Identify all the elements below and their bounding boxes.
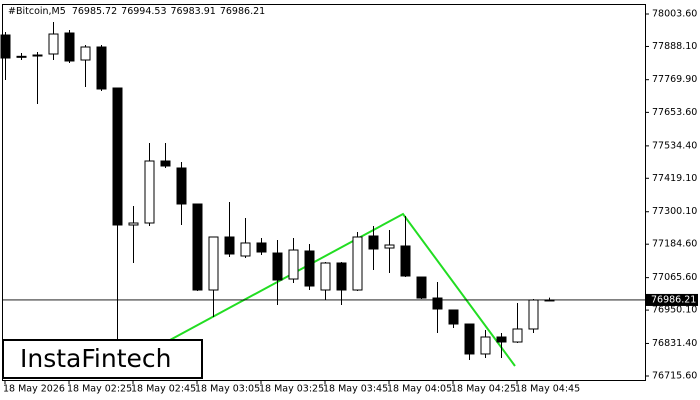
candle-body [368, 235, 379, 250]
candle-body [144, 160, 155, 224]
candle-body [400, 245, 411, 277]
candle-body [256, 242, 267, 253]
candle-body [480, 336, 491, 355]
candle-body [112, 87, 123, 226]
y-tick-label: 77888.10 [652, 41, 697, 52]
candle-body [336, 262, 347, 291]
x-tick-label: 18 May 2026 [3, 384, 65, 395]
candle-body [240, 242, 251, 257]
candle-body [528, 299, 539, 330]
candle-body [416, 276, 427, 299]
candle-body [48, 33, 59, 55]
candle-body [448, 309, 459, 325]
x-tick-label: 18 May 02:45 [131, 384, 196, 395]
y-tick-label: 77534.40 [652, 140, 697, 151]
x-tick-label: 18 May 02:25 [67, 384, 132, 395]
y-tick-label: 76715.60 [652, 371, 697, 382]
price-label: 76986.21 [651, 294, 696, 305]
ohlc-open: 76985.72 [72, 6, 117, 17]
y-tick-label: 77065.60 [652, 272, 697, 283]
candle-body [512, 328, 523, 343]
candle-body [272, 252, 283, 281]
x-tick-label: 18 May 03:05 [195, 384, 260, 395]
pattern-line [169, 212, 516, 367]
candle-body [304, 250, 315, 287]
x-tick-label: 18 May 04:25 [451, 384, 516, 395]
y-tick-label: 77419.10 [652, 173, 697, 184]
candle-body [32, 54, 43, 57]
y-tick-label: 76950.10 [652, 305, 697, 316]
candle-body [16, 55, 27, 58]
x-tick-label: 18 May 04:45 [515, 384, 580, 395]
price-label-box [646, 293, 698, 306]
candle-body [80, 46, 91, 61]
y-tick-label: 76831.40 [652, 338, 697, 349]
y-tick-label: 78003.60 [652, 9, 697, 20]
candle-body [128, 222, 139, 226]
candle-body [320, 262, 331, 291]
x-tick-label: 18 May 04:05 [387, 384, 452, 395]
ohlc-high: 76994.53 [121, 6, 166, 17]
candle-body [352, 236, 363, 291]
logo: InstaFintech [20, 344, 172, 373]
candle-body [192, 203, 203, 291]
y-tick-label: 77769.90 [652, 74, 697, 85]
y-tick-label: 77184.60 [652, 239, 697, 250]
candle-body [496, 336, 507, 343]
candle-body [288, 249, 299, 280]
plot-frame [2, 4, 646, 381]
candle-body [208, 236, 219, 291]
ohlc-close: 76986.21 [220, 6, 265, 17]
candle-body [176, 167, 187, 205]
y-tick-label: 77653.60 [652, 107, 697, 118]
header: #Bitcoin,M5 76985.72 76994.53 76983.91 76986… [8, 6, 265, 17]
symbol: #Bitcoin,M5 [8, 6, 66, 17]
candle-body [64, 32, 75, 62]
candle-body [224, 236, 235, 255]
candle-body [432, 297, 443, 310]
candle-body [96, 46, 107, 90]
y-tick-label: 77300.10 [652, 206, 697, 217]
logo-box [2, 339, 203, 379]
x-tick-label: 18 May 03:45 [323, 384, 388, 395]
ohlc-low: 76983.91 [171, 6, 216, 17]
candle-body [384, 244, 395, 249]
candle-body [160, 160, 171, 167]
candle-body [464, 323, 475, 355]
x-tick-label: 18 May 03:25 [259, 384, 324, 395]
candles [0, 22, 555, 378]
candle-body [0, 34, 11, 59]
